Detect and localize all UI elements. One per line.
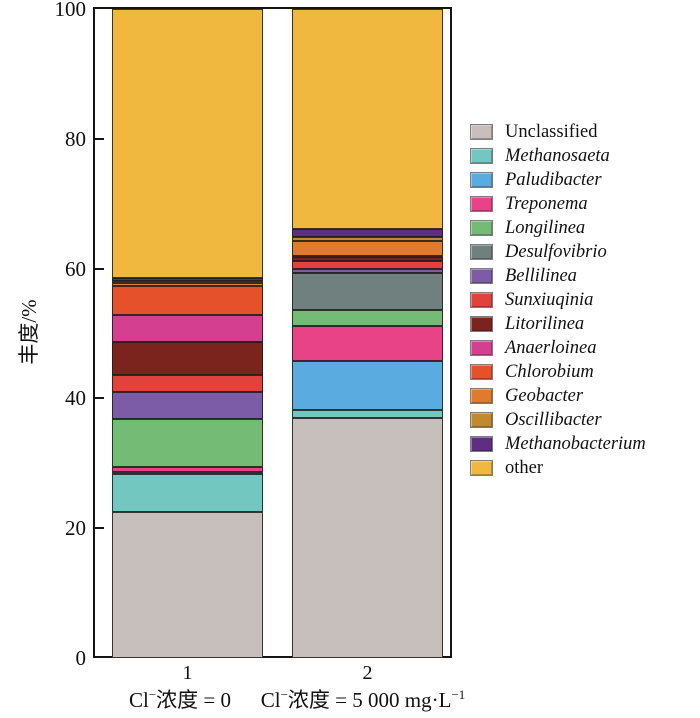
y-tick-label-60: 60	[65, 256, 86, 281]
legend-label-bellilinea: Bellilinea	[505, 266, 577, 286]
legend-item-unclassified: Unclassified	[470, 120, 646, 144]
legend-swatch-paludibacter	[470, 172, 493, 188]
legend-swatch-other	[470, 460, 493, 476]
bar-segment-unclassified-2	[292, 417, 443, 658]
legend-label-longilinea: Longilinea	[505, 218, 586, 238]
legend-label-geobacter: Geobacter	[505, 386, 584, 406]
legend-label-unclassified: Unclassified	[505, 122, 598, 142]
bar-segment-treponema-2	[292, 326, 443, 362]
legend-item-chlorobium: Chlorobium	[470, 360, 646, 384]
legend-label-chlorobium: Chlorobium	[505, 362, 594, 382]
bar-segment-methanosaeta-2	[292, 410, 443, 418]
legend-item-methanobacterium: Methanobacterium	[470, 432, 646, 456]
bar-segment-paludibacter-1	[112, 471, 263, 475]
bar-segment-methanobacterium-2	[292, 229, 443, 238]
legend-item-desulfovibrio: Desulfovibrio	[470, 240, 646, 264]
legend-swatch-desulfovibrio	[470, 244, 493, 260]
legend-swatch-methanobacterium	[470, 436, 493, 452]
legend-label-methanosaeta: Methanosaeta	[505, 146, 610, 166]
legend-swatch-sunxiuqinia	[470, 292, 493, 308]
bar-segment-oscillibacter-1	[112, 280, 263, 283]
bar-segment-anaerloinea-1	[112, 315, 263, 342]
legend-swatch-bellilinea	[470, 268, 493, 284]
bar-segment-bellilinea-2	[292, 269, 443, 274]
legend-item-paludibacter: Paludibacter	[470, 168, 646, 192]
y-axis-title: 丰度/%	[17, 299, 41, 365]
legend-label-sunxiuqinia: Sunxiuqinia	[505, 290, 594, 310]
legend-swatch-geobacter	[470, 388, 493, 404]
legend-item-bellilinea: Bellilinea	[470, 264, 646, 288]
legend-item-other: other	[470, 456, 646, 480]
bar-segment-other-1	[112, 9, 263, 278]
bar-segment-paludibacter-2	[292, 361, 443, 411]
y-tick-label-100: 100	[54, 0, 87, 21]
bar-segment-longilinea-1	[112, 419, 263, 467]
bar-segment-desulfovibrio-2	[292, 273, 443, 310]
legend-label-desulfovibrio: Desulfovibrio	[505, 242, 607, 262]
y-tick-mark-20	[95, 527, 104, 530]
y-tick-mark-40	[95, 397, 104, 400]
bar-segment-methanobacterium-1	[112, 277, 263, 281]
x-category-label-2: 2	[362, 662, 373, 684]
legend-swatch-treponema	[470, 196, 493, 212]
bar-segment-sunxiuqinia-2	[292, 260, 443, 270]
legend-item-litorilinea: Litorilinea	[470, 312, 646, 336]
bar-segment-longilinea-2	[292, 309, 443, 327]
bar-segment-methanosaeta-1	[112, 474, 263, 512]
bar-segment-litorilinea-1	[112, 341, 263, 376]
legend-swatch-oscillibacter	[470, 412, 493, 428]
legend-swatch-longilinea	[470, 220, 493, 236]
bar-segment-geobacter-2	[292, 241, 443, 256]
legend-item-oscillibacter: Oscillibacter	[470, 408, 646, 432]
bar-segment-litorilinea-2	[292, 256, 443, 261]
bar-segment-geobacter-1	[112, 282, 263, 287]
y-tick-mark-60	[95, 267, 104, 270]
legend-item-anaerloinea: Anaerloinea	[470, 336, 646, 360]
legend-item-treponema: Treponema	[470, 192, 646, 216]
bar-segment-oscillibacter-2	[292, 237, 443, 242]
legend-item-geobacter: Geobacter	[470, 384, 646, 408]
legend-label-oscillibacter: Oscillibacter	[505, 410, 602, 430]
bar-segment-chlorobium-1	[112, 286, 263, 316]
y-tick-label-0: 0	[75, 646, 87, 670]
bar-segment-bellilinea-1	[112, 391, 263, 419]
legend-label-paludibacter: Paludibacter	[505, 170, 602, 190]
legend-swatch-unclassified	[470, 124, 493, 140]
legend-item-sunxiuqinia: Sunxiuqinia	[470, 288, 646, 312]
y-tick-label-80: 80	[65, 126, 86, 151]
legend-item-longilinea: Longilinea	[470, 216, 646, 240]
legend-swatch-anaerloinea	[470, 340, 493, 356]
stacked-bar-2	[292, 9, 443, 658]
legend-item-methanosaeta: Methanosaeta	[470, 144, 646, 168]
y-tick-label-40: 40	[65, 386, 86, 411]
bar-segment-other-2	[292, 9, 443, 230]
legend-swatch-chlorobium	[470, 364, 493, 380]
bar-segment-sunxiuqinia-1	[112, 375, 263, 392]
legend-label-treponema: Treponema	[505, 194, 588, 214]
legend-swatch-methanosaeta	[470, 148, 493, 164]
bar-segment-treponema-1	[112, 466, 263, 472]
x-category-label-1: 1	[182, 662, 193, 684]
x-condition-label-2: Cl−浓度 = 5 000 mg·L−1	[260, 687, 466, 712]
legend-label-anaerloinea: Anaerloinea	[505, 338, 597, 358]
stacked-bar-1	[112, 9, 263, 658]
legend-label-litorilinea: Litorilinea	[505, 314, 585, 334]
bar-segment-unclassified-1	[112, 511, 263, 658]
legend: Unclassified Methanosaeta Paludibacter Trep…	[470, 120, 646, 480]
legend-label-methanobacterium: Methanobacterium	[505, 434, 646, 454]
y-tick-label-20: 20	[65, 516, 86, 541]
legend-label-other: other	[505, 458, 544, 478]
y-tick-mark-80	[95, 137, 104, 140]
x-condition-label-1: Cl−浓度 = 0	[128, 687, 232, 712]
legend-swatch-litorilinea	[470, 316, 493, 332]
